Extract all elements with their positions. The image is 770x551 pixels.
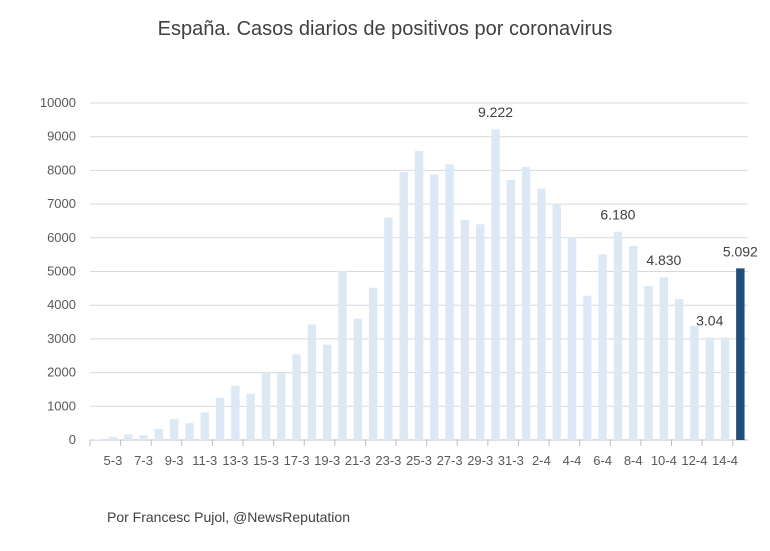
bar — [537, 188, 546, 440]
bar — [93, 439, 102, 440]
x-tick-label: 17-3 — [284, 453, 310, 468]
y-tick-label: 9000 — [47, 129, 76, 144]
x-tick-label: 27-3 — [437, 453, 463, 468]
bar — [322, 344, 332, 440]
y-tick-label: 8000 — [47, 162, 76, 177]
x-tick-label: 29-3 — [467, 453, 493, 468]
data-label: 6.180 — [600, 207, 635, 223]
bar — [598, 254, 607, 440]
bar — [613, 231, 623, 440]
data-label: 9.222 — [478, 104, 513, 120]
y-tick-label: 10000 — [40, 95, 76, 110]
bar-highlighted — [736, 268, 745, 440]
x-tick-label: 10-4 — [651, 453, 677, 468]
bar — [185, 423, 194, 440]
x-tick-label: 5-3 — [104, 453, 123, 468]
x-tick-label: 4-4 — [563, 453, 582, 468]
x-tick-label: 12-4 — [681, 453, 707, 468]
bar — [169, 419, 179, 440]
x-tick-label: 9-3 — [165, 453, 184, 468]
x-tick-label: 25-3 — [406, 453, 432, 468]
y-axis-tick-labels: 0 1000 2000 3000 4000 5000 6000 7000 8000 9000 100… — [40, 95, 76, 447]
bar — [552, 204, 561, 440]
bar — [154, 428, 164, 440]
bar — [139, 435, 148, 440]
bar — [720, 337, 730, 440]
bar — [231, 385, 240, 440]
bar — [629, 245, 638, 440]
y-tick-label: 7000 — [47, 196, 76, 211]
bar — [506, 179, 516, 440]
bar — [108, 436, 118, 440]
bar — [384, 217, 393, 440]
bar — [215, 397, 225, 440]
bar — [476, 224, 485, 440]
x-axis-tick-labels: 5-3 7-3 9-3 11-3 13-3 15-3 17-3 19-3 21-3 23-3 25-… — [104, 453, 739, 468]
bar — [430, 174, 439, 440]
bar — [460, 219, 470, 440]
bar — [338, 271, 347, 440]
y-tick-label: 3000 — [47, 331, 76, 346]
x-tick-label: 6-4 — [593, 453, 612, 468]
bar — [491, 129, 500, 440]
bar — [690, 325, 699, 440]
bar-series — [93, 129, 745, 441]
bar — [644, 285, 653, 440]
x-tick-label: 7-3 — [134, 453, 153, 468]
x-tick-label: 15-3 — [253, 453, 279, 468]
bar — [583, 295, 592, 440]
bar — [124, 434, 133, 440]
x-tick-label: 13-3 — [222, 453, 248, 468]
x-tick-label: 19-3 — [314, 453, 340, 468]
bar — [674, 299, 684, 440]
data-label: 5.092 — [723, 243, 758, 259]
x-tick-label: 21-3 — [345, 453, 371, 468]
data-label: 3.04 — [696, 313, 723, 329]
bar — [659, 277, 669, 440]
y-tick-label: 1000 — [47, 398, 76, 413]
footer-credit: Por Francesc Pujol, @NewsReputation — [107, 509, 350, 525]
x-tick-label: 14-4 — [712, 453, 738, 468]
y-tick-label: 4000 — [47, 297, 76, 312]
y-tick-label: 5000 — [47, 264, 76, 279]
bar — [353, 318, 362, 440]
x-tick-label: 11-3 — [192, 453, 217, 468]
bar — [414, 150, 424, 440]
chart-title: España. Casos diarios de positivos por c… — [157, 18, 613, 40]
bar — [521, 167, 531, 440]
bar — [567, 237, 577, 440]
bar — [200, 412, 209, 440]
x-tick-label: 2-4 — [532, 453, 551, 468]
bar — [261, 372, 271, 440]
x-tick-label: 31-3 — [498, 453, 524, 468]
bar — [292, 354, 301, 440]
bar — [277, 372, 286, 440]
y-tick-label: 0 — [69, 432, 76, 447]
bar — [445, 164, 454, 441]
bar — [399, 172, 408, 440]
y-tick-label: 6000 — [47, 230, 76, 245]
bar — [705, 337, 714, 440]
x-tick-label: 8-4 — [624, 453, 643, 468]
bar — [246, 393, 255, 440]
data-label: 4.830 — [646, 252, 681, 268]
data-labels: 9.222 6.180 4.830 3.04 5.092 — [478, 104, 758, 328]
x-tick-label: 23-3 — [375, 453, 401, 468]
y-tick-label: 2000 — [47, 365, 76, 380]
bar — [368, 287, 378, 440]
bar — [307, 324, 317, 440]
